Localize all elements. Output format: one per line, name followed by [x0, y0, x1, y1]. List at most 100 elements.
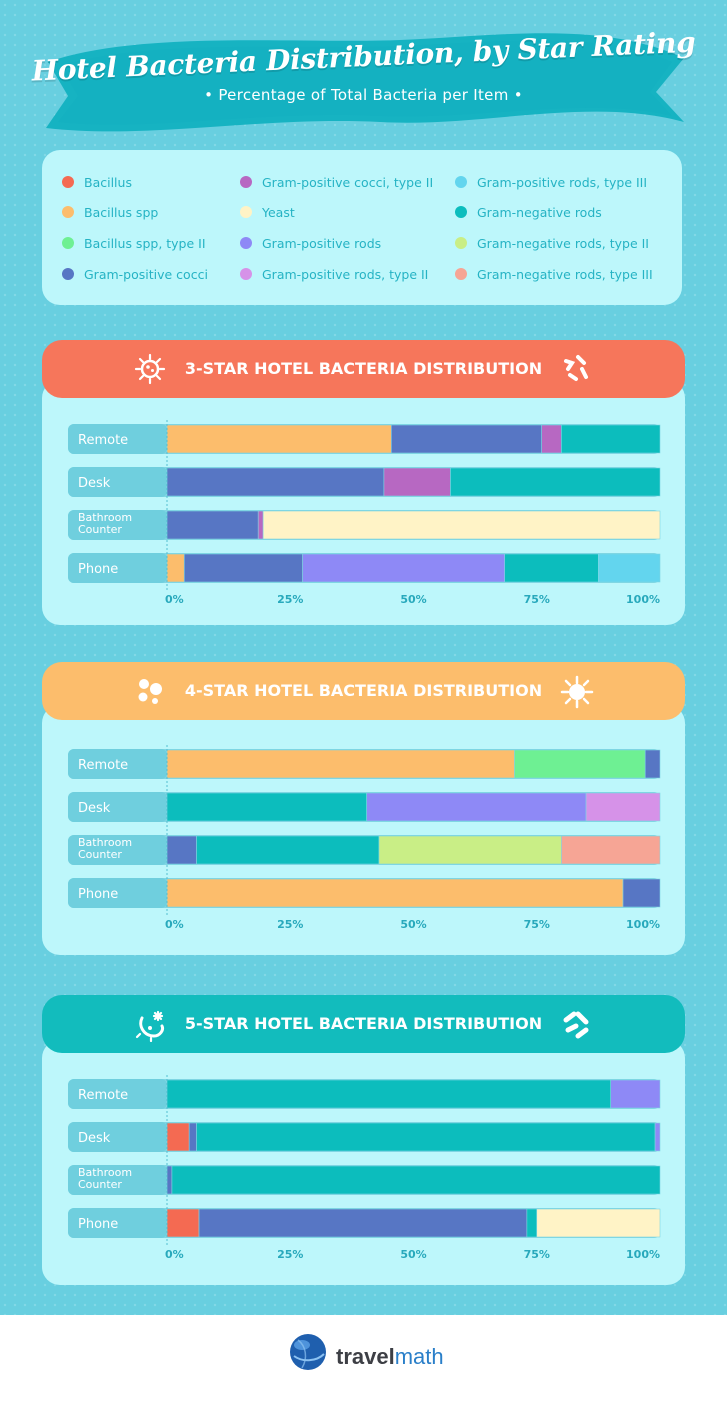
legend-swatch — [455, 176, 467, 188]
panel-3-star-title: 3-STAR HOTEL BACTERIA DISTRIBUTION — [184, 359, 543, 378]
bacteria-rods-icon — [564, 355, 588, 381]
bar-segment — [166, 1079, 612, 1109]
legend-item: Bacillus spp, type II — [62, 233, 206, 253]
row-label-bg — [68, 835, 167, 865]
brand-part-1: travel — [336, 1344, 395, 1369]
legend-item: Gram-negative rods, type III — [455, 264, 653, 284]
row-label-bg — [68, 1165, 167, 1195]
bar-segment — [585, 792, 661, 822]
page-subtitle: • Percentage of Total Bacteria per Item … — [204, 86, 523, 104]
bar-segment — [183, 553, 303, 583]
bar-segment — [598, 553, 661, 583]
legend-swatch — [455, 206, 467, 218]
category-label: Phone — [78, 887, 118, 902]
bar-segment — [561, 835, 661, 865]
row-label-bg — [68, 1079, 167, 1109]
bullet-icon: • — [204, 86, 214, 104]
legend-item: Gram-positive rods, type III — [455, 172, 647, 192]
bar-segment — [196, 1122, 656, 1152]
row-label-bg — [68, 878, 167, 908]
legend-item: Bacillus — [62, 172, 132, 192]
tick-label: 50% — [400, 918, 426, 931]
legend-swatch — [455, 268, 467, 280]
bar-segment — [391, 424, 542, 454]
legend-label: Gram-negative rods, type III — [477, 266, 653, 282]
panel-4-star-header: 4-STAR HOTEL BACTERIA DISTRIBUTION — [42, 662, 685, 720]
tick-label: 50% — [400, 593, 426, 606]
legend — [42, 150, 682, 305]
category-label: Bathroom Counter — [78, 836, 132, 861]
legend-swatch — [240, 176, 252, 188]
legend-swatch — [62, 176, 74, 188]
bar-segment — [166, 510, 259, 540]
tick-label: 25% — [277, 1248, 303, 1261]
bar-segment — [166, 835, 197, 865]
bar-segment — [654, 1122, 661, 1152]
legend-swatch — [62, 237, 74, 249]
brand-logo[interactable]: travelmath — [336, 1344, 444, 1370]
chart-5-star: Remote Desk Bathroom Counter Phone 0% 25% 50% 75… — [68, 1075, 661, 1261]
row-label-bg — [68, 467, 167, 497]
legend-swatch — [240, 268, 252, 280]
bar-segment — [196, 835, 380, 865]
legend-label: Gram-negative rods, type II — [477, 235, 649, 251]
legend-label: Gram-positive rods — [262, 235, 382, 251]
tick-label: 25% — [277, 593, 303, 606]
row-label-bg — [68, 792, 167, 822]
bar-segment — [536, 1208, 661, 1238]
category-label: Desk — [78, 801, 111, 816]
tick-label: 0% — [165, 1248, 184, 1261]
chart-3-star: Remote Desk Bathroom Counter Phone 0% 25% 50% 75… — [68, 420, 661, 606]
panel-5-star-title: 5-STAR HOTEL BACTERIA DISTRIBUTION — [184, 1014, 543, 1033]
row-label-bg — [68, 1208, 167, 1238]
bar-segment — [644, 749, 661, 779]
row-label-bg — [68, 424, 167, 454]
tick-label: 100% — [626, 593, 660, 606]
bar-segment — [622, 878, 661, 908]
germ-icon — [560, 675, 594, 709]
legend-item: Gram-positive rods — [240, 233, 381, 253]
legend-item: Yeast — [240, 202, 295, 222]
footer — [0, 1315, 727, 1401]
tick-label: 50% — [400, 1248, 426, 1261]
legend-swatch — [62, 268, 74, 280]
bullet-icon: • — [513, 86, 523, 104]
legend-item: Gram-positive rods, type II — [240, 264, 428, 284]
legend-item: Gram-negative rods, type II — [455, 233, 649, 253]
row-label-bg — [68, 510, 167, 540]
legend-label: Gram-negative rods — [477, 204, 602, 220]
bar-segment — [166, 749, 515, 779]
bar-segment — [166, 1208, 200, 1238]
bar-segment — [188, 1122, 197, 1152]
panel-5-star-header: 5-STAR HOTEL BACTERIA DISTRIBUTION — [42, 995, 685, 1053]
bar-segment — [450, 467, 661, 497]
globe-icon — [290, 1334, 326, 1370]
legend-item: Bacillus spp — [62, 202, 158, 222]
bar-segment — [166, 467, 385, 497]
category-label: Phone — [78, 562, 118, 577]
tick-label: 0% — [165, 918, 184, 931]
category-label: Phone — [78, 1217, 118, 1232]
row-label-bg — [68, 553, 167, 583]
bar-segment — [378, 835, 562, 865]
panel-3-star — [42, 380, 685, 625]
tick-label: 25% — [277, 918, 303, 931]
tick-label: 0% — [165, 593, 184, 606]
tick-label: 100% — [626, 1248, 660, 1261]
chart-4-star: Remote Desk Bathroom Counter Phone 0% 25% 50% 75… — [68, 745, 661, 931]
bar-segment — [166, 1122, 190, 1152]
row-label-bg — [68, 1122, 167, 1152]
panel-3-star-header: 3-STAR HOTEL BACTERIA DISTRIBUTION — [42, 340, 685, 398]
legend-swatch — [455, 237, 467, 249]
bar-segment — [383, 467, 451, 497]
tick-label: 75% — [524, 1248, 550, 1261]
tick-label: 75% — [524, 593, 550, 606]
legend-label: Gram-positive cocci — [84, 266, 208, 282]
bar-segment — [302, 553, 506, 583]
brand-part-2: math — [394, 1344, 444, 1369]
category-label: Bathroom Counter — [78, 511, 132, 536]
bar-segment — [166, 792, 367, 822]
legend-swatch — [240, 237, 252, 249]
bar-segment — [171, 1165, 661, 1195]
panel-4-star-title: 4-STAR HOTEL BACTERIA DISTRIBUTION — [184, 681, 543, 700]
